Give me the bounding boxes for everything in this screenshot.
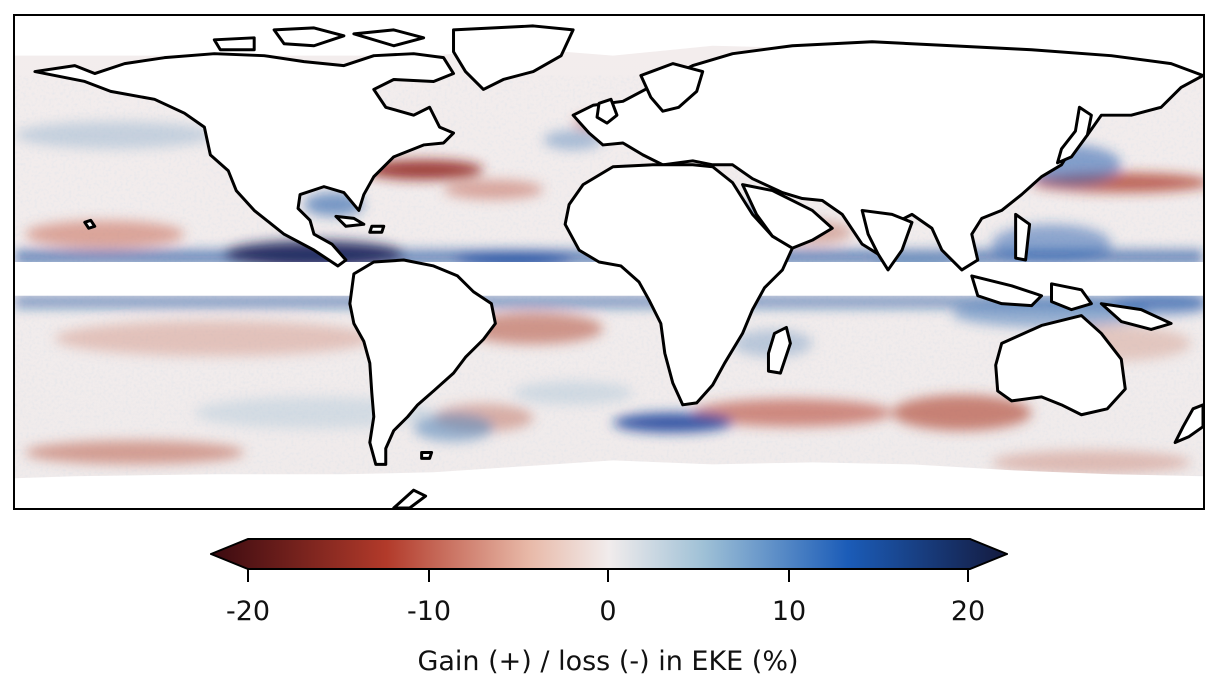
tick-mark	[428, 570, 430, 582]
colorbar-label: Gain (+) / loss (-) in EKE (%)	[417, 646, 799, 677]
tick-label-neg10: -10	[406, 596, 452, 627]
tick-label-0: 0	[599, 596, 617, 627]
southern-mask	[15, 460, 1203, 508]
map-panel	[13, 14, 1205, 510]
scandinavia	[639, 62, 705, 113]
australia	[994, 314, 1127, 417]
south-america	[348, 258, 497, 466]
eke-anomaly-patterns	[15, 115, 1203, 475]
japan	[1055, 105, 1093, 165]
hawaii	[83, 218, 97, 230]
colorbar-body	[210, 538, 1008, 570]
continents	[33, 24, 1203, 508]
maritime-continent	[970, 212, 1173, 331]
eurasia	[571, 40, 1203, 272]
tick-label-20: 20	[950, 596, 986, 627]
antarctic-peninsula	[392, 488, 428, 508]
british-isles	[595, 97, 619, 125]
colorbar	[210, 538, 1008, 570]
madagascar	[766, 325, 792, 375]
greenland	[452, 24, 575, 91]
colorbar-ticks	[0, 570, 1218, 582]
tick-mark	[788, 570, 790, 582]
world-map	[15, 16, 1203, 508]
caribbean-islands	[334, 214, 386, 234]
arctic-islands	[212, 26, 426, 52]
arabia	[741, 183, 834, 250]
tick-label-neg20: -20	[225, 596, 271, 627]
north-america	[33, 52, 456, 268]
india	[860, 208, 914, 272]
tick-label-10: 10	[771, 596, 807, 627]
tick-mark	[967, 570, 969, 582]
falklands	[420, 450, 434, 460]
tick-mark	[247, 570, 249, 582]
new-zealand	[1173, 403, 1203, 445]
tick-mark	[607, 570, 609, 582]
africa	[563, 163, 794, 407]
